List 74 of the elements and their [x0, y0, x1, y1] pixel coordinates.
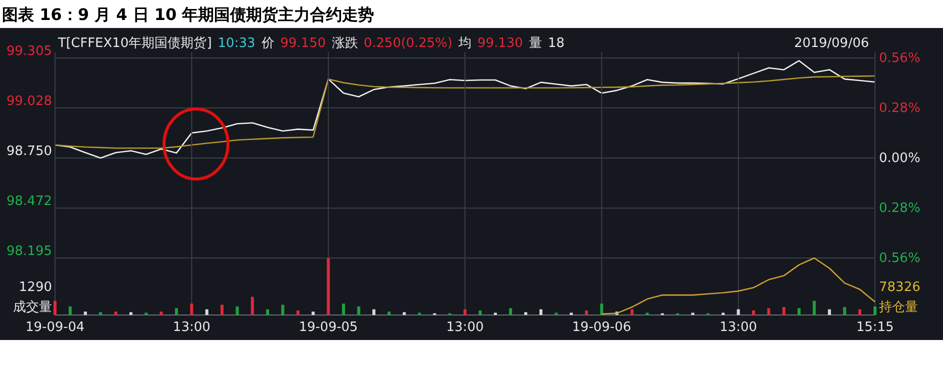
y2-axis-title: 持仓量	[879, 300, 918, 315]
bar	[736, 309, 740, 315]
x-tick-label: 19-09-04	[25, 320, 85, 335]
bar	[357, 306, 360, 315]
text: 2019/09/06	[794, 36, 869, 51]
text: 99.150	[280, 36, 326, 51]
bar	[828, 309, 831, 315]
text: 1290	[18, 280, 52, 295]
bar	[388, 312, 391, 315]
text: 量	[528, 36, 542, 51]
bar	[342, 304, 346, 315]
bar	[84, 312, 87, 315]
bar	[205, 309, 208, 315]
bar	[68, 306, 72, 315]
y-tick-label: 98.472	[6, 194, 52, 210]
x-tick-label: 19-09-06	[572, 320, 632, 335]
y2-tick-label: 0.56%	[879, 51, 920, 66]
bar	[752, 310, 756, 315]
text: 均	[457, 36, 472, 51]
y2-tick-label: 0.28%	[879, 201, 920, 216]
bar	[114, 312, 118, 315]
bar	[220, 304, 224, 315]
bar	[843, 307, 846, 315]
y-tick-label: 99.028	[6, 94, 52, 109]
bar	[372, 309, 376, 315]
x-tick-label: 15:15	[856, 320, 894, 335]
x-tick-label: 13:00	[720, 320, 758, 335]
bar	[539, 309, 542, 315]
bar	[874, 306, 876, 315]
bar	[326, 258, 330, 315]
bar	[99, 312, 102, 315]
text: 78326	[879, 280, 920, 295]
bar	[402, 312, 406, 315]
bar	[174, 308, 178, 315]
bar	[630, 309, 634, 315]
text: 0.250(0.25%)	[364, 36, 452, 51]
y-tick-label: 98.195	[6, 244, 52, 259]
bar	[250, 296, 254, 315]
text: 18	[548, 36, 564, 51]
bar	[160, 312, 163, 315]
bar	[509, 308, 512, 315]
bar	[266, 309, 270, 315]
bar	[296, 310, 300, 315]
bar	[54, 300, 56, 315]
bar	[236, 306, 239, 315]
bar	[767, 308, 770, 315]
bar	[812, 300, 816, 315]
y-tick-label: 98.750	[6, 144, 52, 159]
text: T[CFFEX10年期国债期货]	[57, 36, 212, 51]
bar	[600, 304, 604, 315]
chart-title: 图表 16：9 月 4 日 10 年期国债期货主力合约走势	[2, 5, 374, 24]
y2-tick-label: 0.56%	[879, 251, 920, 266]
y2-tick-label: 0.00%	[879, 151, 920, 166]
bar	[129, 312, 132, 315]
x-tick-label: 13:00	[172, 320, 210, 335]
bar	[464, 309, 466, 315]
bar	[281, 304, 284, 315]
text: 99.130	[477, 36, 523, 51]
x-tick-label: 13:00	[446, 320, 484, 335]
text: 10:33	[218, 36, 256, 51]
y-axis-title: 成交量	[13, 299, 52, 315]
bar	[312, 312, 315, 315]
bar	[524, 312, 528, 315]
x-tick-label: 19-09-05	[298, 320, 358, 335]
text: 价	[260, 36, 274, 51]
text: 涨跌	[332, 36, 358, 51]
bar	[858, 309, 862, 315]
bar	[782, 307, 786, 315]
y-tick-label: 99.305	[6, 44, 52, 59]
y2-tick-label: 0.28%	[879, 101, 920, 116]
bar	[798, 308, 801, 315]
bar	[584, 310, 588, 315]
bar	[190, 304, 194, 315]
bar	[478, 310, 482, 315]
